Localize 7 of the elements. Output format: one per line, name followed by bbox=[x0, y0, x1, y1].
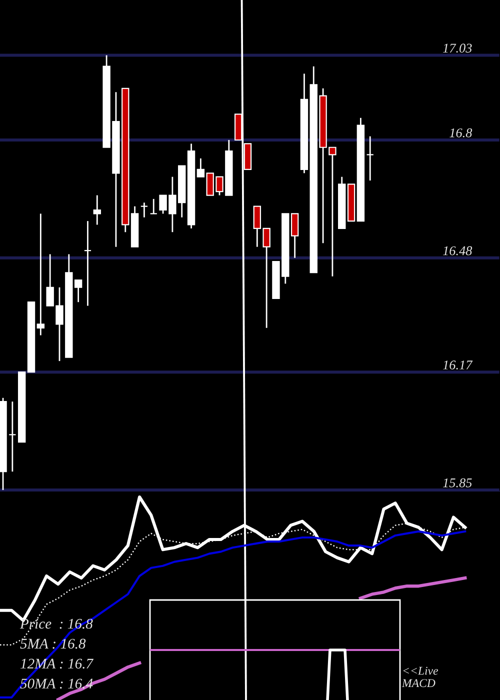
y-tick-label: 16.8 bbox=[450, 128, 472, 138]
annotation: <<Live MACD bbox=[402, 666, 438, 688]
y-tick-label: 16.17 bbox=[443, 360, 473, 370]
y-tick-label: 16.48 bbox=[443, 246, 472, 256]
y-tick-label: 15.85 bbox=[443, 478, 472, 488]
y-tick-label: 17.03 bbox=[443, 44, 472, 53]
annotation: 5MA : 16.8 bbox=[20, 638, 86, 649]
